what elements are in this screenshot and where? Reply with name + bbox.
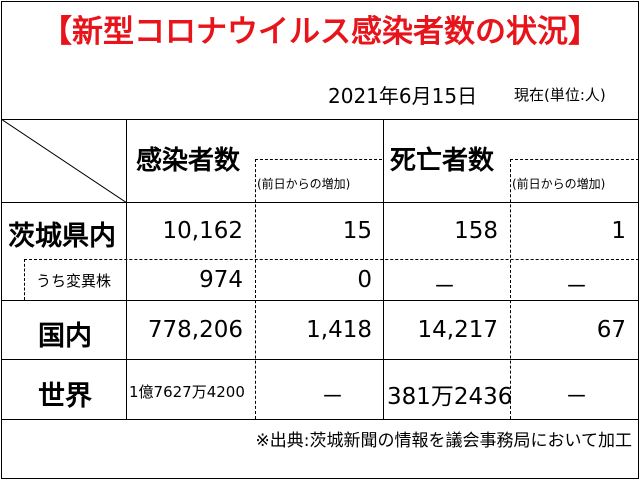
divider	[126, 119, 127, 419]
cell-deaths-delta: 1	[611, 218, 626, 244]
divider	[255, 159, 382, 160]
header-deaths-delta: (前日からの増加)	[512, 177, 606, 191]
divider	[1, 119, 639, 120]
row-label-world: 世界	[38, 381, 92, 412]
cell-infections-delta: 1,418	[306, 317, 372, 343]
source-note: ※出典:茨城新聞の情報を議会事務局において加工	[255, 431, 632, 451]
page-title: 【新型コロナウイルス感染者数の状況】	[41, 14, 599, 50]
divider	[255, 159, 256, 419]
divider	[24, 259, 639, 260]
date-line: 2021年6月15日 現在(単位:人)	[320, 80, 636, 108]
divider	[1, 419, 639, 420]
cell-deaths: 14,217	[417, 317, 498, 343]
divider	[1, 359, 639, 360]
row-label-variant: うち変異株	[36, 272, 112, 290]
cell-infections-delta: －	[321, 384, 344, 410]
divider	[510, 159, 511, 419]
cell-infections-delta: 15	[342, 218, 372, 244]
cell-infections-delta: 0	[357, 267, 372, 293]
cell-deaths-delta: －	[565, 274, 588, 300]
cell-infections: 974	[199, 267, 243, 293]
cell-infections: 10,162	[162, 218, 243, 244]
header-deaths: 死亡者数	[390, 146, 495, 176]
row-label-domestic: 国内	[38, 321, 92, 352]
cell-deaths: 381万2436	[387, 384, 513, 410]
divider	[1, 202, 639, 203]
header-infections-delta: (前日からの増加)	[257, 177, 351, 191]
header-infections: 感染者数	[136, 146, 241, 176]
divider	[1, 300, 639, 301]
cell-infections: 1億7627万4200	[129, 383, 245, 401]
cell-deaths: 158	[454, 218, 498, 244]
unit-note: 現在(単位:人)	[514, 86, 606, 104]
divider	[383, 119, 384, 419]
divider	[24, 259, 25, 300]
divider	[510, 159, 639, 160]
corner-diagonal	[1, 119, 127, 203]
cell-deaths: －	[433, 274, 456, 300]
cell-infections: 778,206	[147, 317, 243, 343]
report-date: 2021年6月15日	[328, 84, 478, 108]
cell-deaths-delta: －	[565, 384, 588, 410]
row-label-ibaraki: 茨城県内	[8, 221, 116, 252]
cell-deaths-delta: 67	[596, 317, 626, 343]
